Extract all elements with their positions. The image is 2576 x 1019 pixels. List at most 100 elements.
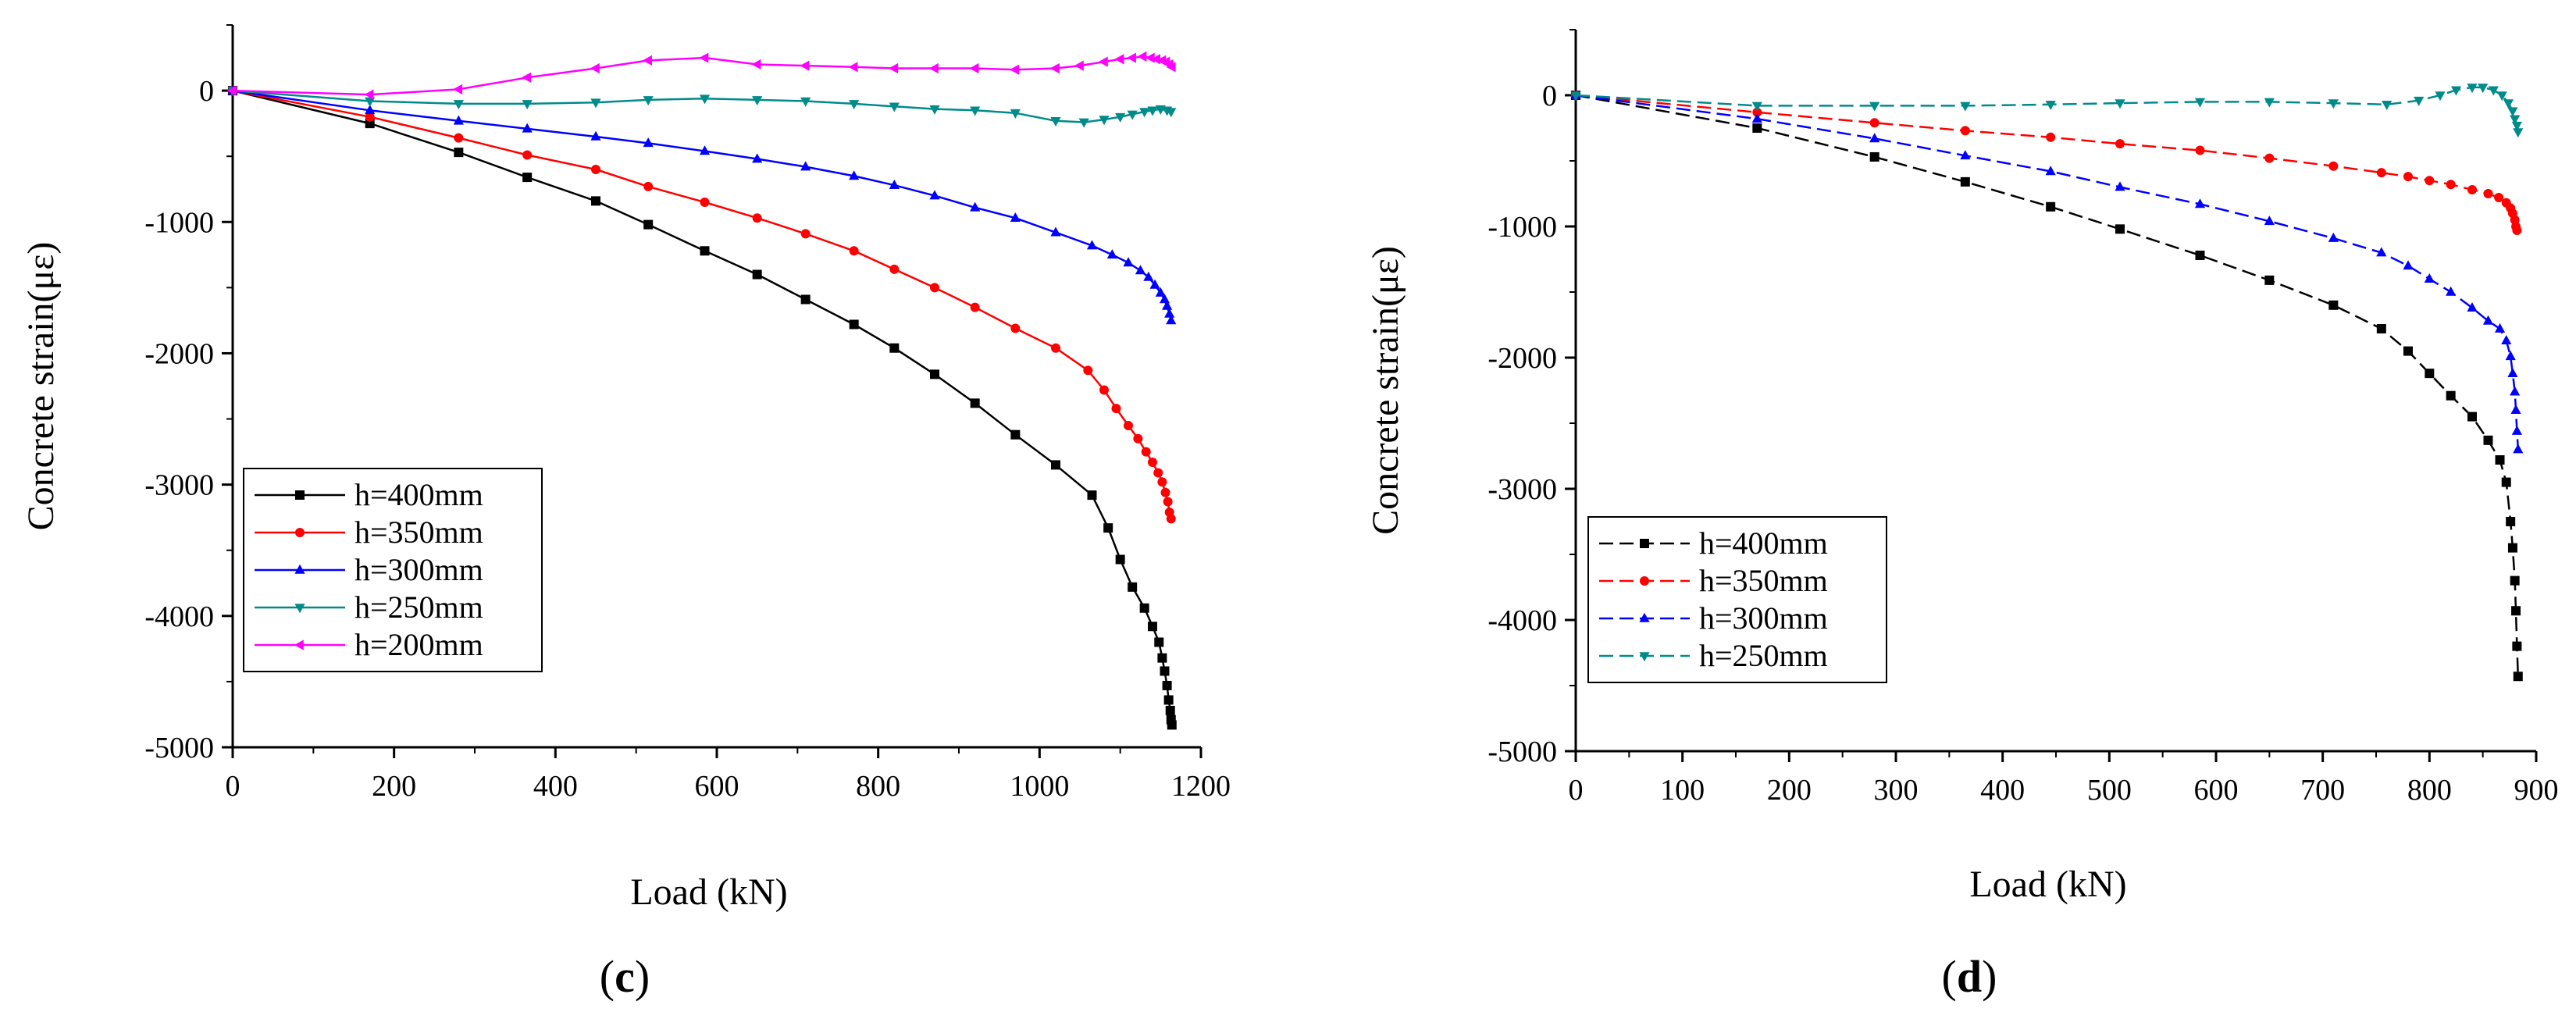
data-point — [969, 62, 979, 74]
data-point — [2194, 98, 2206, 108]
data-point — [365, 97, 376, 107]
data-point — [643, 96, 654, 106]
legend-label: h=350mm — [1699, 563, 1828, 598]
data-point — [1086, 240, 1098, 250]
data-point — [2403, 346, 2413, 356]
data-point — [1160, 666, 1170, 676]
series-line — [232, 89, 1173, 519]
data-point — [1752, 107, 1762, 117]
data-point — [800, 294, 811, 305]
x-tick-label: 100 — [1660, 774, 1705, 807]
data-point — [2115, 99, 2125, 109]
data-point — [2328, 300, 2339, 310]
data-point — [929, 105, 940, 115]
data-point — [2496, 91, 2507, 102]
data-point — [752, 269, 762, 280]
data-point — [849, 100, 860, 110]
series-h=400mm — [1571, 91, 2523, 682]
data-point — [522, 123, 533, 133]
series-h=250mm — [1570, 84, 2524, 138]
legend-label: h=250mm — [1699, 638, 1828, 673]
y-tick-label: -2000 — [1488, 342, 1557, 375]
data-point — [1166, 315, 1177, 325]
data-point — [2328, 161, 2339, 171]
y-tick-label: -3000 — [1488, 473, 1557, 506]
data-point — [2505, 351, 2516, 361]
data-point — [1126, 52, 1136, 63]
series-h=400mm — [228, 86, 1177, 730]
series-line — [1575, 86, 2520, 133]
data-point — [1869, 151, 1879, 162]
data-point — [226, 85, 237, 96]
data-point — [1869, 133, 1880, 143]
data-point — [454, 133, 464, 143]
data-point — [1115, 554, 1125, 565]
y-tick-label: -3000 — [144, 469, 214, 502]
data-point — [889, 343, 900, 353]
data-point — [590, 130, 601, 141]
legend-label: h=400mm — [1699, 526, 1828, 561]
data-point — [2507, 367, 2518, 377]
data-point — [1141, 447, 1151, 457]
data-point — [751, 59, 761, 70]
data-point — [2045, 100, 2056, 110]
data-point — [2507, 107, 2518, 117]
data-point — [2115, 139, 2125, 149]
data-point — [2424, 273, 2435, 283]
data-point — [2403, 260, 2414, 270]
y-tick-label: -2000 — [144, 337, 214, 370]
data-point — [2382, 100, 2393, 110]
x-tick-label: 200 — [1767, 774, 1812, 807]
data-point — [1139, 603, 1149, 613]
data-point — [2403, 172, 2413, 182]
data-point — [1074, 60, 1084, 71]
data-point — [929, 190, 940, 200]
data-point — [1051, 343, 1060, 353]
data-point — [522, 173, 533, 183]
legend-marker — [1639, 652, 1650, 662]
x-tick-label: 400 — [533, 770, 578, 803]
data-point — [1010, 212, 1021, 223]
data-point — [1099, 116, 1110, 126]
data-point — [699, 145, 711, 155]
data-point — [2507, 543, 2517, 553]
data-point — [2376, 247, 2387, 257]
x-tick-label: 600 — [695, 770, 739, 803]
data-point — [365, 105, 376, 115]
data-point — [2425, 369, 2435, 379]
x-axis-title: Load (kN) — [630, 871, 787, 913]
data-point — [2483, 189, 2493, 198]
data-point — [1114, 54, 1124, 65]
data-point — [2264, 153, 2275, 163]
x-tick-label: 400 — [1980, 774, 2025, 807]
data-point — [1153, 468, 1163, 478]
x-tick-label: 0 — [1569, 774, 1584, 807]
y-tick-label: -5000 — [144, 732, 214, 764]
data-point — [590, 98, 601, 109]
data-point — [2446, 390, 2456, 401]
data-point — [1154, 637, 1164, 647]
data-point — [2512, 226, 2522, 236]
data-point — [2467, 184, 2477, 194]
data-point — [930, 369, 939, 379]
data-point — [453, 115, 464, 125]
data-point — [2115, 224, 2125, 234]
data-point — [1147, 106, 1158, 116]
data-point — [2478, 84, 2489, 94]
data-point — [1148, 458, 1157, 468]
data-point — [1049, 62, 1060, 74]
data-point — [970, 106, 981, 116]
data-point — [1167, 720, 1177, 730]
data-point — [2503, 99, 2514, 109]
data-point — [2513, 128, 2524, 138]
data-point — [2376, 168, 2386, 178]
data-point — [1115, 112, 1126, 123]
data-point — [1087, 490, 1097, 501]
data-point — [2425, 176, 2435, 186]
data-point — [2467, 412, 2477, 422]
legend-marker — [1640, 576, 1649, 586]
data-point — [454, 148, 464, 158]
data-point — [1751, 113, 1762, 123]
data-point — [1143, 271, 1154, 281]
data-point — [2450, 86, 2462, 96]
